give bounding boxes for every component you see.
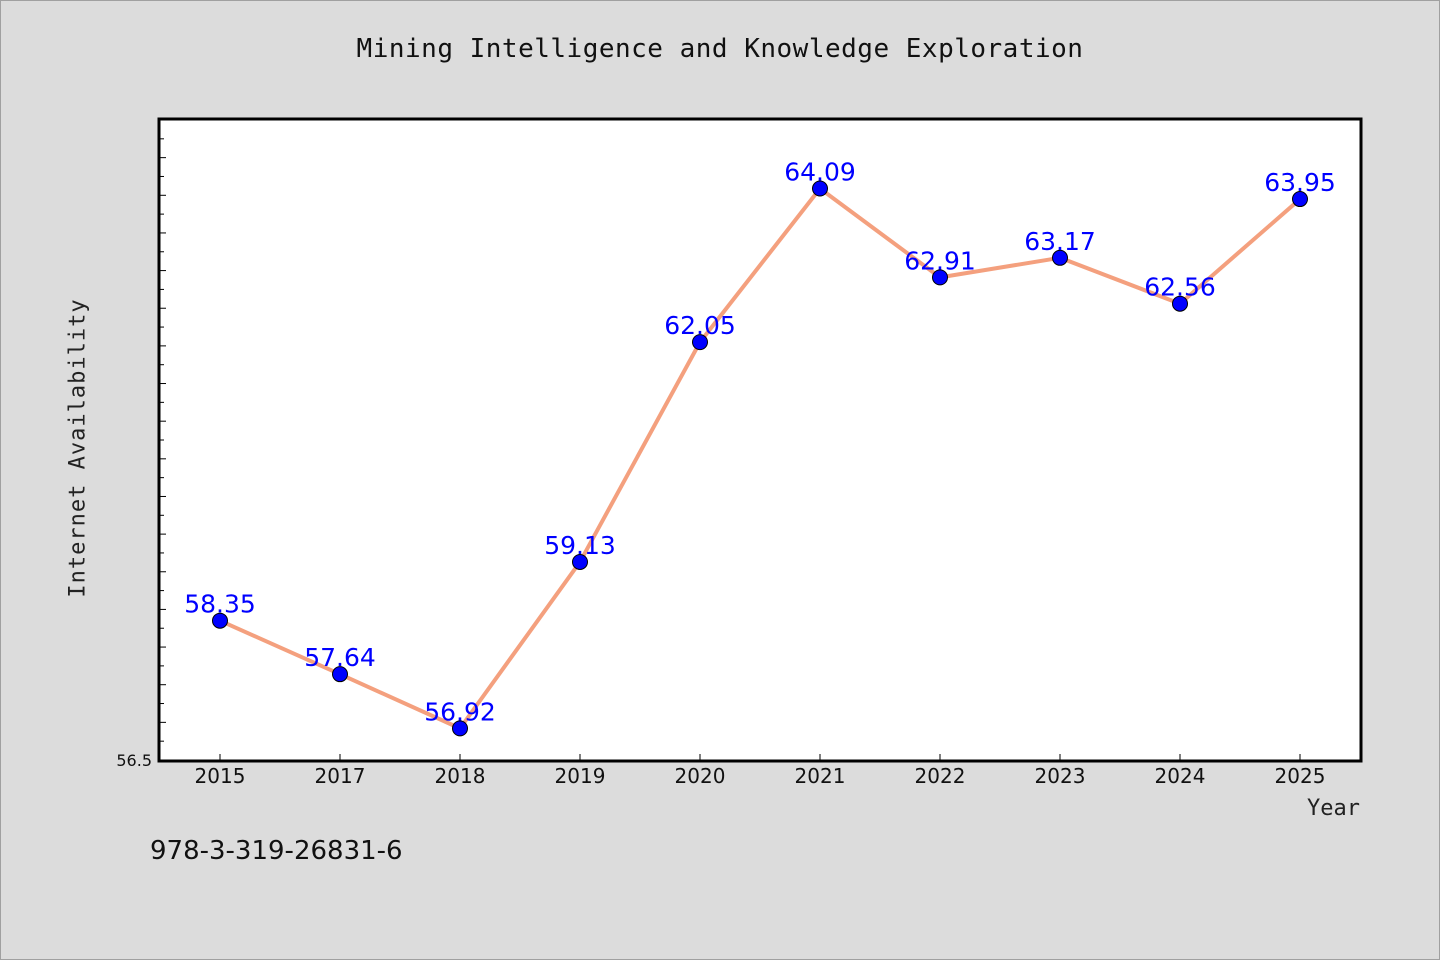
- data-point: [812, 180, 828, 197]
- x-tick-label: 2022: [915, 764, 966, 788]
- x-tick-label: 2018: [435, 764, 486, 788]
- x-tick-label: 2025: [1275, 764, 1326, 788]
- x-tick-label: 2021: [795, 764, 846, 788]
- data-point: [452, 720, 468, 737]
- isbn-text: 978-3-319-26831-6: [150, 836, 403, 866]
- data-label: 59.13: [544, 531, 616, 560]
- data-label: 63.17: [1024, 227, 1096, 256]
- x-tick-label: 2015: [195, 764, 246, 788]
- series-line: [219, 186, 1302, 731]
- data-label: 58.35: [184, 590, 256, 619]
- series-group: 58.35 57.64 56.92 59.13 62.05 64.09 62.91 63.17…: [184, 158, 1336, 737]
- data-label: 63.95: [1264, 168, 1336, 197]
- plot-area: [157, 117, 1363, 763]
- x-tick-label: 2020: [675, 764, 726, 788]
- data-point: [332, 666, 348, 683]
- data-label: 62.56: [1144, 273, 1216, 302]
- y-axis-ticks: 56.5: [116, 119, 166, 770]
- x-axis-label: Year: [1307, 796, 1360, 821]
- chart-title: Mining Intelligence and Knowledge Explor…: [356, 34, 1084, 64]
- data-label: 64.09: [784, 158, 856, 187]
- data-point: [572, 553, 588, 570]
- x-tick-label: 2019: [555, 764, 606, 788]
- data-label: 57.64: [304, 643, 376, 672]
- data-point: [1172, 295, 1188, 312]
- data-point: [932, 269, 948, 286]
- data-label: 62.05: [664, 311, 736, 340]
- x-tick-label: 2024: [1155, 764, 1206, 788]
- data-point: [1052, 249, 1068, 266]
- data-label: 62.91: [904, 246, 976, 275]
- y-min-tick-label: 56.5: [116, 751, 152, 770]
- data-point: [212, 612, 228, 629]
- x-tick-label: 2023: [1035, 764, 1086, 788]
- data-point: [692, 334, 708, 351]
- x-tick-label: 2017: [315, 764, 366, 788]
- data-label: 56.92: [424, 697, 496, 726]
- x-axis-ticks: 2015 2017 2018 2019 2020 2021 2022 2023 2024 2025: [195, 754, 1326, 788]
- data-point: [1292, 191, 1308, 208]
